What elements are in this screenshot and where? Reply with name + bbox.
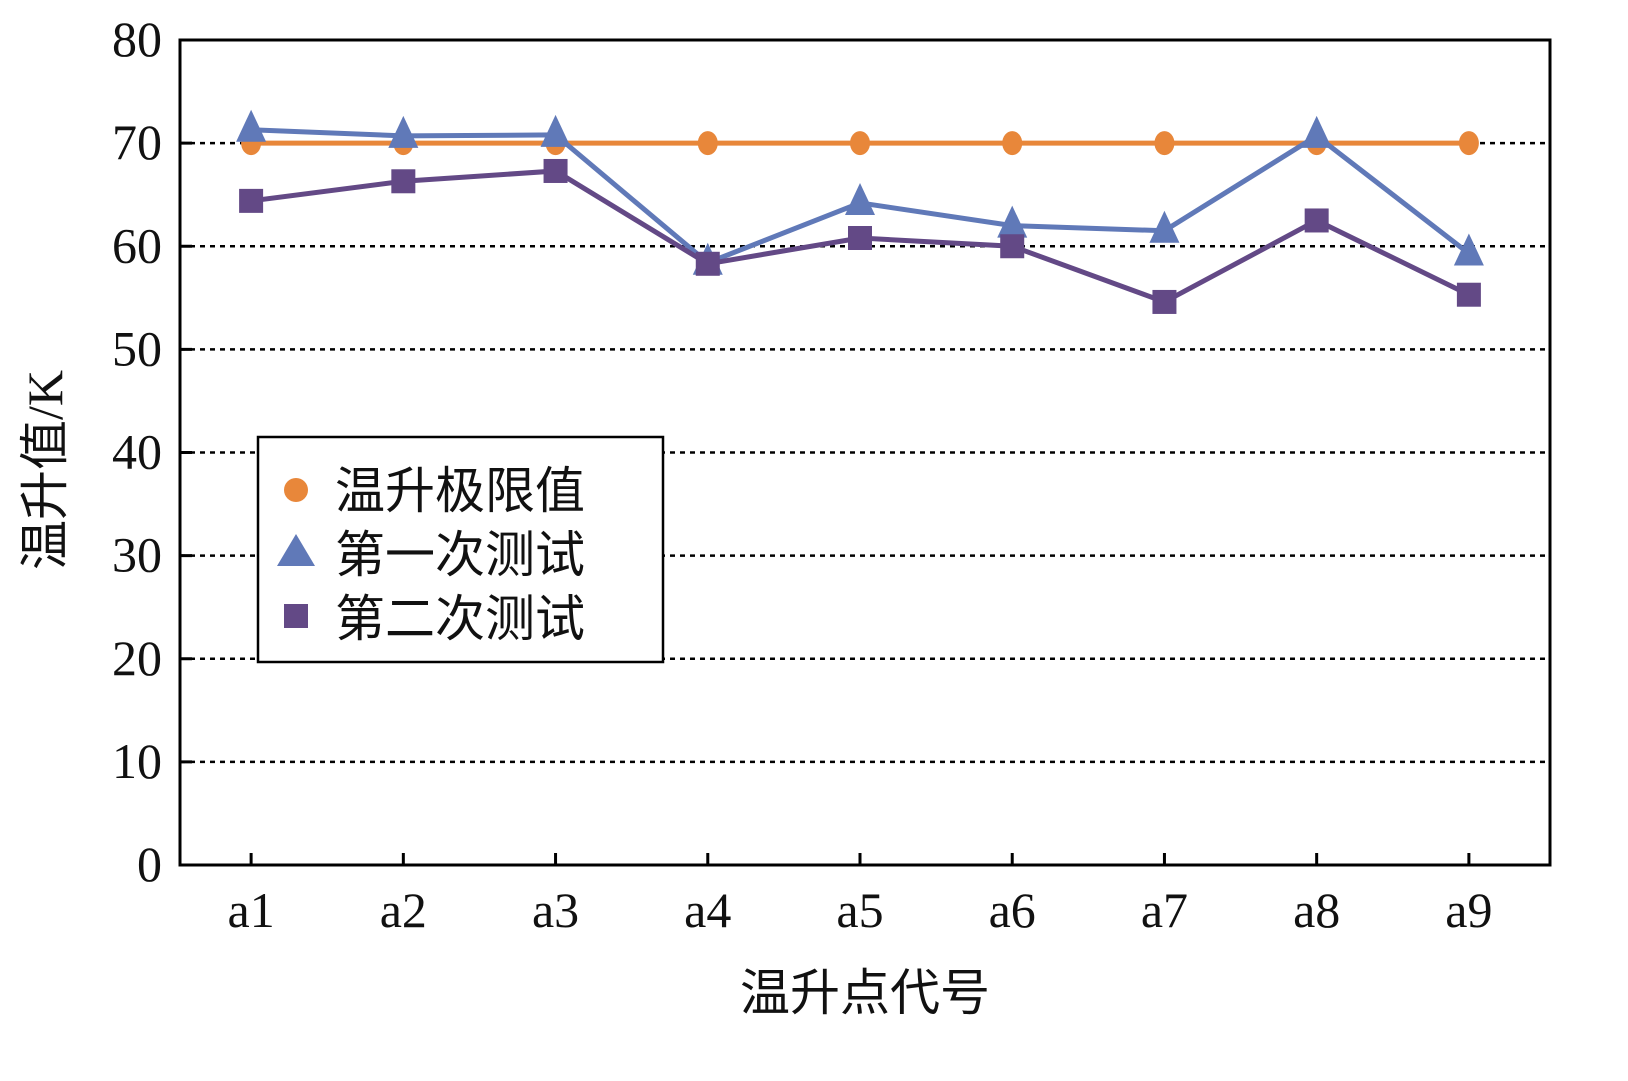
data-point-square xyxy=(695,251,720,276)
legend-marker-square xyxy=(284,604,308,628)
y-tick-label: 0 xyxy=(137,836,162,892)
legend-marker-triangle xyxy=(277,534,315,566)
data-point-circle xyxy=(697,131,718,156)
data-point-square xyxy=(239,188,264,213)
y-tick-label: 20 xyxy=(112,630,162,686)
data-point-square xyxy=(1304,208,1329,233)
data-point-triangle xyxy=(997,205,1028,238)
x-axis-label: 温升点代号 xyxy=(740,965,990,1021)
data-point-square xyxy=(543,158,568,183)
x-tick-label: a3 xyxy=(532,882,579,938)
y-axis-label: 温升值/K xyxy=(17,370,73,570)
legend: 温升极限值 第一次测试 第二次测试 xyxy=(256,435,665,664)
x-tick-label: a5 xyxy=(836,882,883,938)
y-tick-label: 30 xyxy=(112,527,162,583)
data-point-square xyxy=(1000,234,1025,259)
y-tick-label: 80 xyxy=(112,11,162,67)
y-tick-label: 70 xyxy=(112,114,162,170)
legend-marker-circle xyxy=(284,478,308,502)
data-point-circle xyxy=(1002,131,1023,156)
y-tick-label: 50 xyxy=(112,320,162,376)
x-tick-label: a1 xyxy=(228,882,275,938)
legend-box xyxy=(256,435,665,664)
data-point-triangle xyxy=(845,182,875,215)
x-tick-label: a4 xyxy=(684,882,731,938)
legend-label-test1: 第一次测试 xyxy=(335,527,585,583)
x-tick-label: a2 xyxy=(380,882,427,938)
x-tick-label: a7 xyxy=(1141,882,1188,938)
y-tick-label: 40 xyxy=(112,424,162,480)
data-point-square xyxy=(391,169,416,194)
data-point-triangle xyxy=(1453,233,1484,266)
series-3 xyxy=(239,158,1481,314)
data-point-triangle xyxy=(1149,210,1180,243)
data-point-square xyxy=(1456,282,1481,307)
legend-label-limit: 温升极限值 xyxy=(335,463,585,519)
data-point-triangle xyxy=(1301,115,1332,148)
data-point-triangle xyxy=(388,115,419,148)
legend-label-test2: 第二次测试 xyxy=(335,591,585,647)
data-point-circle xyxy=(1458,131,1479,156)
y-tick-label: 60 xyxy=(112,217,162,273)
data-point-square xyxy=(1152,289,1177,314)
axis-ticks: 0 10 20 30 40 50 60 70 80 a1 a2 a3 a4 a5 a6 a7 a8 a9 xyxy=(112,11,1492,938)
series-group xyxy=(236,109,1484,314)
data-point-circle xyxy=(850,131,870,156)
data-point-triangle xyxy=(236,109,267,142)
y-tick-label: 10 xyxy=(112,733,162,789)
data-point-square xyxy=(848,226,872,250)
x-tick-label: a9 xyxy=(1445,882,1492,938)
data-point-circle xyxy=(1154,131,1175,156)
x-tick-label: a8 xyxy=(1293,882,1340,938)
x-tick-label: a6 xyxy=(989,882,1036,938)
data-point-triangle xyxy=(540,114,571,147)
